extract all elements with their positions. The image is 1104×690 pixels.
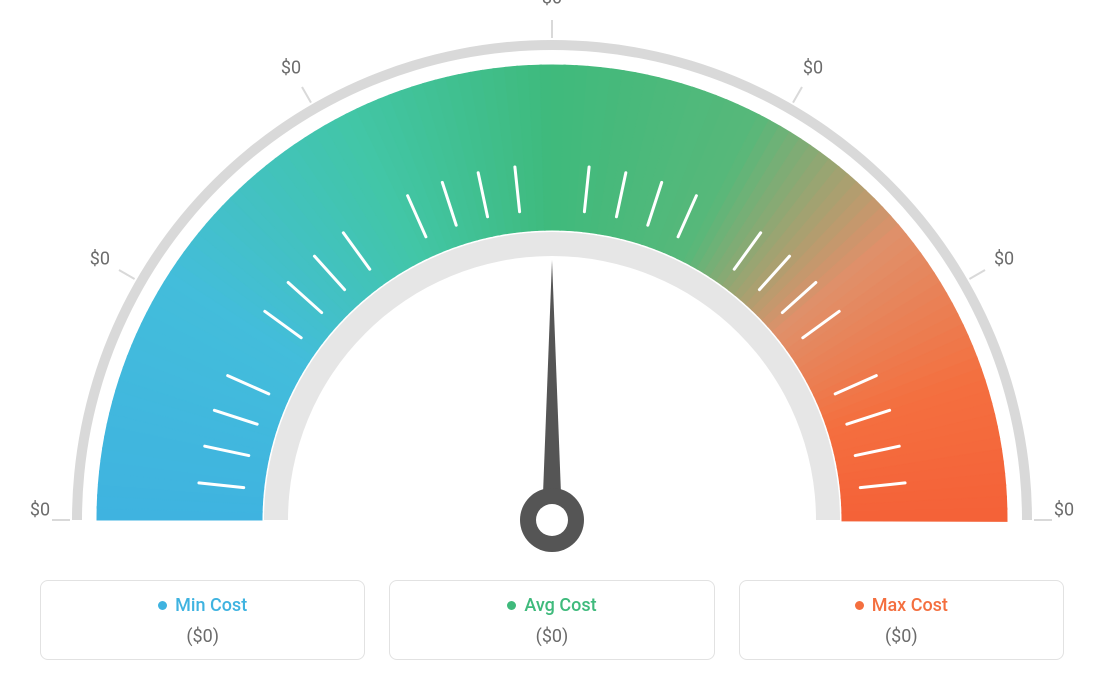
legend-card: Avg Cost ($0): [389, 580, 714, 660]
gauge-tick-label: $0: [1054, 500, 1074, 521]
legend-card: Max Cost ($0): [739, 580, 1064, 660]
gauge-tick-label: $0: [803, 57, 823, 78]
legend-card-header: Min Cost: [51, 595, 354, 616]
legend-card-header: Max Cost: [750, 595, 1053, 616]
legend-card-header: Avg Cost: [400, 595, 703, 616]
gauge-tick-label: $0: [994, 249, 1014, 270]
legend-value: ($0): [750, 626, 1053, 647]
legend-label: Max Cost: [872, 595, 948, 616]
gauge-chart: $0 $0 $0 $0 $0 $0 $0: [0, 0, 1104, 560]
legend-label: Avg Cost: [524, 595, 596, 616]
legend-dot-icon: [855, 601, 864, 610]
gauge-svg: [0, 0, 1104, 560]
gauge-tick-label: $0: [281, 57, 301, 78]
legend-label: Min Cost: [175, 595, 247, 616]
legend-dot-icon: [158, 601, 167, 610]
legend-value: ($0): [400, 626, 703, 647]
cost-gauge-container: $0$0$0$0$0$0$0 Min Cost($0)Avg Cost($0)M…: [0, 0, 1104, 690]
legend-row: Min Cost ($0) Avg Cost ($0) Max Cost ($0): [40, 580, 1064, 660]
legend-card: Min Cost ($0): [40, 580, 365, 660]
gauge-tick-label: $0: [542, 0, 562, 9]
legend-dot-icon: [507, 601, 516, 610]
gauge-tick-label: $0: [30, 500, 50, 521]
gauge-tick-label: $0: [90, 249, 110, 270]
legend-value: ($0): [51, 626, 354, 647]
